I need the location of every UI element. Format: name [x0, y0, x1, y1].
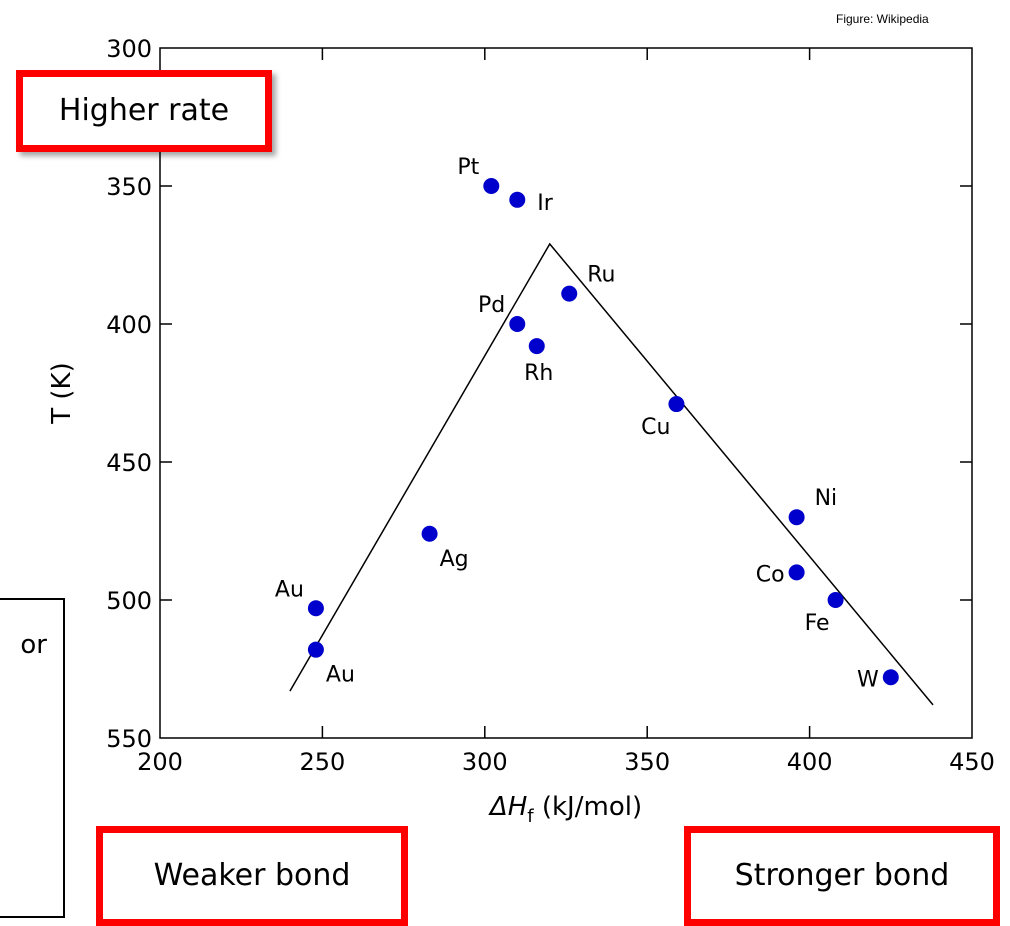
y-tick-label: 450 — [106, 449, 152, 477]
x-tick-label: 250 — [299, 748, 345, 776]
point-label: Ru — [587, 263, 615, 288]
y-axis-ticks: 300 350 400 450 500 550 — [106, 35, 972, 753]
volcano-plot: 200 250 300 350 400 450 300 350 400 450 500 550 Pt… — [47, 35, 995, 827]
cropped-side-box: or — [0, 598, 65, 918]
y-tick-label: 400 — [106, 311, 152, 339]
point-label: Au — [275, 577, 304, 602]
data-point — [827, 592, 844, 608]
data-point — [668, 396, 685, 413]
data-point — [788, 509, 805, 526]
point-label: Ag — [440, 547, 469, 572]
data-point — [788, 564, 805, 581]
weaker-bond-callout: Weaker bond — [96, 826, 408, 926]
x-axis-ticks: 200 250 300 350 400 450 — [137, 48, 995, 776]
data-point — [509, 316, 526, 332]
y-tick-label: 550 — [106, 725, 152, 753]
point-label: Ir — [537, 191, 553, 216]
point-label: Ni — [815, 486, 838, 511]
data-point — [307, 600, 324, 617]
data-point — [509, 191, 526, 208]
data-point — [561, 285, 578, 302]
x-tick-label: 300 — [462, 748, 508, 776]
point-label: Au — [326, 663, 355, 688]
data-point — [307, 641, 324, 658]
y-tick-label: 500 — [106, 587, 152, 615]
data-point — [483, 178, 500, 194]
point-label: Fe — [805, 611, 830, 636]
x-tick-label: 400 — [787, 748, 833, 776]
point-label: Rh — [524, 361, 553, 386]
cropped-side-text: or — [20, 630, 47, 660]
data-point — [421, 525, 438, 542]
y-tick-label: 300 — [106, 35, 152, 63]
y-tick-label: 350 — [106, 173, 152, 201]
data-point — [528, 338, 545, 355]
x-axis-label: ΔHf (kJ/mol) — [488, 792, 642, 827]
plot-frame — [159, 47, 973, 739]
point-label: Co — [756, 562, 785, 587]
point-label: Cu — [641, 415, 670, 440]
stronger-bond-callout: Stronger bond — [684, 826, 1000, 926]
x-tick-label: 200 — [137, 748, 183, 776]
point-label: Pd — [478, 293, 505, 318]
point-label: Pt — [457, 155, 479, 180]
data-point — [882, 669, 899, 686]
x-tick-label: 350 — [624, 748, 670, 776]
y-axis-label: T (K) — [47, 362, 77, 424]
higher-rate-callout: Higher rate — [16, 70, 272, 152]
volcano-line — [289, 242, 934, 706]
data-points: Pt Ir Ru Pd Rh Cu Ni Ag Co Fe Au Au W — [275, 155, 899, 692]
figure-credit: Figure: Wikipedia — [836, 12, 929, 26]
point-label: W — [857, 667, 879, 692]
x-tick-label: 450 — [949, 748, 995, 776]
